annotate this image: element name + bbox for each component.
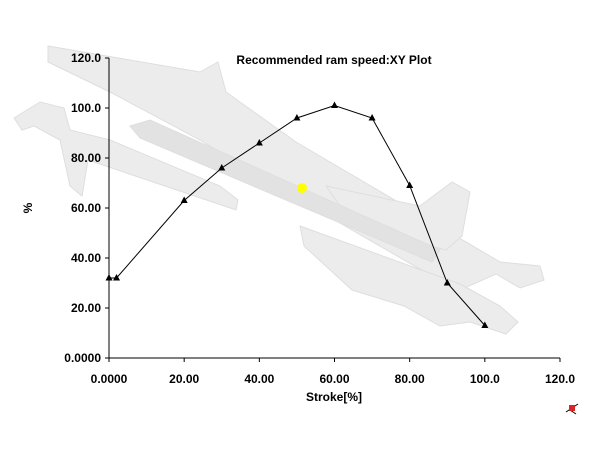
data-point-marker [255, 139, 263, 146]
y-tick-label: 60.00 [71, 201, 101, 215]
x-axis-label: Stroke[%] [306, 390, 362, 404]
x-tick-label: 20.00 [169, 372, 199, 386]
data-point-marker [293, 114, 301, 121]
x-tick-label: 0.0000 [91, 372, 128, 386]
part-left-arm [13, 101, 239, 211]
x-tick-label: 60.00 [319, 372, 349, 386]
y-tick-label: 0.0000 [64, 351, 101, 365]
data-point-marker [481, 321, 489, 328]
data-point-marker [180, 196, 188, 203]
y-tick-label: 20.00 [71, 301, 101, 315]
part-center-bar [129, 119, 441, 263]
data-point-marker [368, 114, 376, 121]
data-point-marker [406, 181, 414, 188]
triad-axis-icon [565, 403, 579, 415]
data-point-marker [331, 101, 338, 108]
y-tick-label: 100.0 [71, 101, 101, 115]
highlight-marker [297, 183, 307, 193]
data-point-marker [443, 279, 451, 286]
data-point-marker [105, 274, 113, 281]
part-model-background [13, 45, 545, 335]
y-tick-label: 80.00 [71, 151, 101, 165]
tick-marks: 0.0000 20.00 40.00 60.00 80.00 100.0 120.0 0.00… [64, 51, 575, 386]
x-tick-label: 80.00 [395, 372, 425, 386]
data-point-marker [113, 274, 121, 281]
y-axis-label: % [21, 202, 35, 213]
y-tick-label: 120.0 [71, 51, 101, 65]
chart-title: Recommended ram speed:XY Plot [236, 53, 431, 67]
x-tick-label: 120.0 [545, 372, 575, 386]
x-tick-label: 100.0 [470, 372, 500, 386]
x-tick-label: 40.00 [244, 372, 274, 386]
data-point-marker [218, 164, 226, 171]
series-layer [105, 101, 489, 328]
y-tick-label: 40.00 [71, 251, 101, 265]
part-lower-wing [299, 225, 519, 335]
